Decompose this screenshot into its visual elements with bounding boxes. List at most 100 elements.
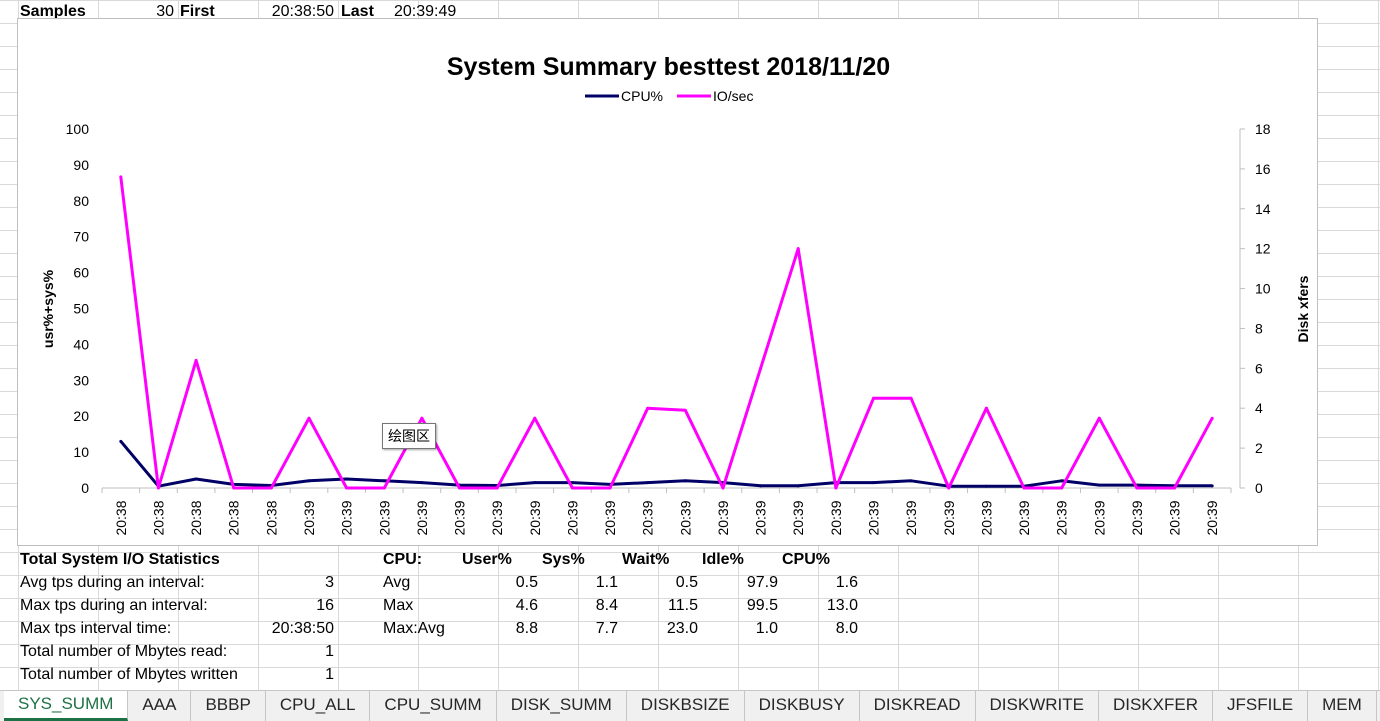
y2-tick-label: 10 bbox=[1255, 281, 1271, 297]
data-point bbox=[570, 481, 574, 485]
data-point bbox=[683, 479, 687, 483]
x-tick-label: 20:39 bbox=[527, 500, 543, 535]
cpu-value-cell: 1.0 bbox=[755, 620, 778, 637]
x-tick-label: 20:39 bbox=[978, 500, 994, 535]
cpu-value-cell: 1.1 bbox=[595, 574, 618, 591]
cpu-row-label: Max bbox=[383, 597, 414, 614]
data-point bbox=[947, 486, 951, 490]
sheet-tab[interactable]: AAA bbox=[128, 691, 192, 721]
sheet-tab[interactable]: DISKBSIZE bbox=[627, 691, 745, 721]
data-point bbox=[345, 486, 349, 490]
cpu-value-cell: 97.9 bbox=[746, 574, 778, 591]
cpu-header-cell: User% bbox=[462, 551, 512, 568]
samples-value: 30 bbox=[156, 3, 174, 20]
data-point bbox=[307, 479, 311, 483]
data-point bbox=[1097, 483, 1101, 487]
io-stat-label: Total number of Mbytes read: bbox=[20, 643, 228, 660]
io-stat-value: 1 bbox=[325, 643, 334, 660]
cpu-value-cell: 11.5 bbox=[668, 597, 698, 614]
cpu-header-cell: Wait% bbox=[622, 551, 670, 568]
data-point bbox=[458, 486, 462, 490]
x-tick-label: 20:39 bbox=[1167, 500, 1183, 535]
y-tick-label: 100 bbox=[66, 121, 90, 137]
chart[interactable]: 20:38 20:38 20:38 20:38 20:38 20:39 20:39 20:39… bbox=[17, 18, 1318, 546]
cpu-value-cell: 1.6 bbox=[835, 574, 858, 591]
data-point bbox=[533, 416, 537, 420]
data-point bbox=[570, 486, 574, 490]
x-tick-label: 20:39 bbox=[715, 500, 731, 535]
chart-plot[interactable]: 20:38 20:38 20:38 20:38 20:38 20:39 20:39 20:39… bbox=[18, 19, 1319, 547]
data-point bbox=[194, 477, 198, 481]
data-point bbox=[1173, 486, 1177, 490]
sheet-tab[interactable]: CPU_SUMM bbox=[370, 691, 497, 721]
data-point bbox=[307, 416, 311, 420]
data-point bbox=[909, 479, 913, 483]
data-point bbox=[119, 175, 123, 179]
y-tick-label: 30 bbox=[73, 372, 89, 388]
sheet-tab[interactable]: DISKREAD bbox=[860, 691, 976, 721]
y-tick-label: 20 bbox=[73, 408, 89, 424]
data-point bbox=[420, 481, 424, 485]
x-tick-label: 20:39 bbox=[903, 500, 919, 535]
cpu-value-cell: 4.6 bbox=[515, 597, 538, 614]
y-tick-label: 0 bbox=[81, 480, 89, 496]
sheet-tab[interactable]: DISKXFER bbox=[1099, 691, 1213, 721]
first-value: 20:38:50 bbox=[271, 3, 334, 20]
y-tick-label: 50 bbox=[73, 301, 89, 317]
y-tick-label: 60 bbox=[73, 265, 89, 281]
y2-tick-label: 6 bbox=[1255, 360, 1263, 376]
sheet-tab[interactable]: BBBP bbox=[191, 691, 266, 721]
data-point bbox=[834, 486, 838, 490]
x-tick-label: 20:39 bbox=[339, 500, 355, 535]
data-point bbox=[796, 247, 800, 251]
data-point bbox=[984, 484, 988, 488]
data-point bbox=[345, 477, 349, 481]
cpu-value-cell: 7.7 bbox=[595, 620, 618, 637]
sheet-tab-bar: SYS_SUMM AAA BBBP CPU_ALL CPU_SUMM DISK_SUMM D… bbox=[0, 690, 1380, 721]
sheet-tab[interactable]: SYS_SUMM bbox=[4, 691, 129, 721]
y2-tick-label: 4 bbox=[1255, 400, 1263, 416]
x-tick-label: 20:39 bbox=[941, 500, 957, 535]
x-tick-label: 20:39 bbox=[452, 500, 468, 535]
x-tick-label: 20:39 bbox=[640, 500, 656, 535]
y-tick-label: 70 bbox=[73, 229, 89, 245]
y-tick-label: 90 bbox=[73, 157, 89, 173]
legend-label: IO/sec bbox=[713, 88, 753, 104]
sheet-tab[interactable]: JFSFILE bbox=[1213, 691, 1309, 721]
data-point bbox=[533, 481, 537, 485]
sheet-tab[interactable]: DISK_SUMM bbox=[497, 691, 627, 721]
data-point bbox=[646, 481, 650, 485]
chart-title: System Summary besttest 2018/11/20 bbox=[446, 53, 891, 81]
data-point bbox=[1210, 416, 1214, 420]
x-tick-label: 20:38 bbox=[226, 500, 242, 535]
io-stat-label: Max tps interval time: bbox=[20, 620, 172, 637]
io-stat-label: Total number of Mbytes written bbox=[20, 666, 238, 683]
x-tick-label: 20:39 bbox=[753, 500, 769, 535]
y2-tick-label: 16 bbox=[1255, 161, 1271, 177]
sheet-tab[interactable]: CPU_ALL bbox=[266, 691, 371, 721]
sheet-tab[interactable]: DISKWRITE bbox=[976, 691, 1099, 721]
y2-tick-label: 14 bbox=[1255, 201, 1271, 217]
cpu-value-cell: 8.4 bbox=[595, 597, 618, 614]
y2-tick-label: 18 bbox=[1255, 121, 1271, 137]
data-point bbox=[796, 484, 800, 488]
cpu-value-cell: 23.0 bbox=[666, 620, 698, 637]
cpu-header-cell: CPU% bbox=[782, 551, 831, 568]
data-point bbox=[194, 358, 198, 362]
x-tick-label: 20:39 bbox=[1129, 500, 1145, 535]
data-point bbox=[232, 486, 236, 490]
data-point bbox=[721, 486, 725, 490]
cpu-value-cell: 8.0 bbox=[835, 620, 858, 637]
sheet-tab[interactable]: DISKBUSY bbox=[745, 691, 860, 721]
data-point bbox=[382, 486, 386, 490]
cpu-header-cell: CPU: bbox=[383, 551, 423, 568]
x-tick-label: 20:39 bbox=[564, 500, 580, 535]
sheet-tab[interactable]: MEM bbox=[1308, 691, 1377, 721]
y-tick-label: 10 bbox=[73, 444, 89, 460]
io-stat-label: Max tps during an interval: bbox=[20, 597, 208, 614]
data-point bbox=[646, 406, 650, 410]
data-point bbox=[909, 396, 913, 400]
x-tick-label: 20:39 bbox=[1204, 500, 1220, 535]
data-point bbox=[495, 486, 499, 490]
data-point bbox=[1022, 486, 1026, 490]
